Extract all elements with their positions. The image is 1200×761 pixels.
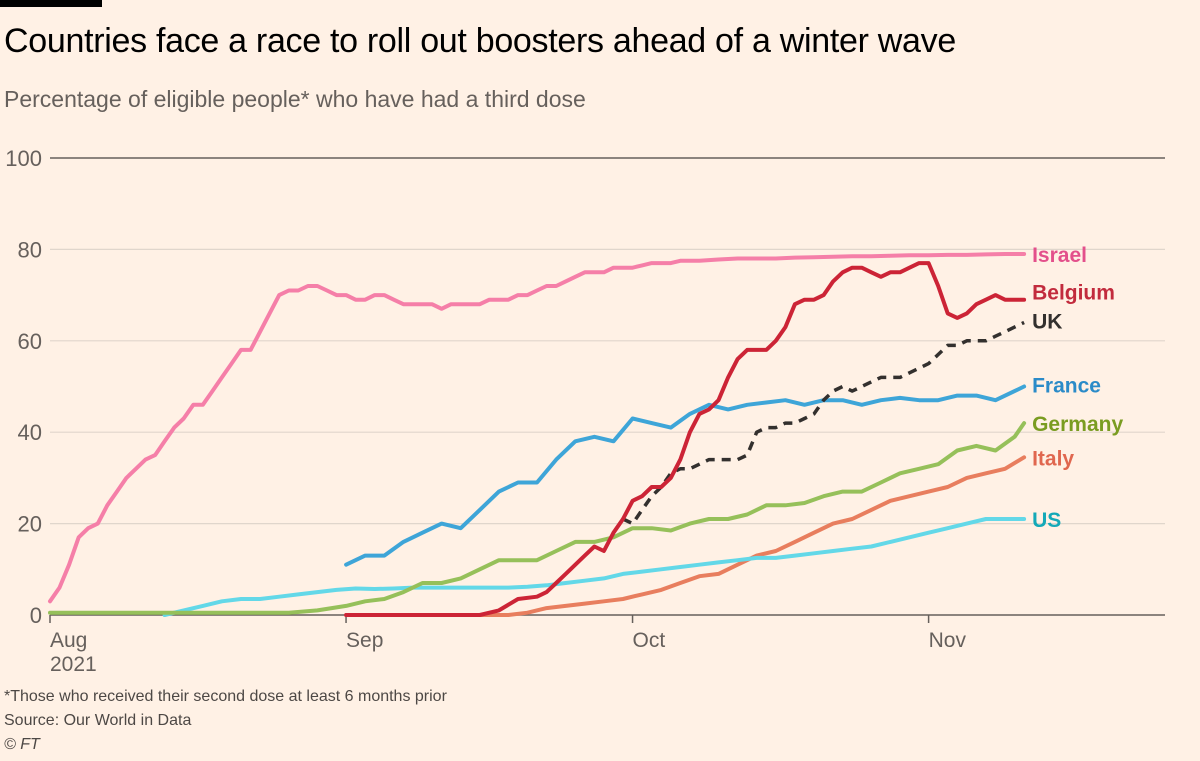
chart-subtitle: Percentage of eligible people* who have … [4, 86, 586, 112]
series-lines [48, 252, 1027, 617]
series-label-israel: Israel [1032, 244, 1087, 267]
x-tick-label: Nov [929, 629, 967, 652]
x-tick-label: Aug [50, 629, 87, 652]
series-line-uk [622, 320, 1025, 526]
copyright: © FT [4, 736, 40, 753]
brand-bar [0, 0, 102, 7]
y-tick-label: 20 [18, 512, 42, 537]
series-label-uk: UK [1032, 311, 1062, 334]
series-line-france [344, 384, 1027, 567]
series-label-us: US [1032, 509, 1061, 532]
y-tick-label: 40 [18, 420, 42, 445]
x-tick-label: Sep [346, 629, 383, 652]
y-tick-label: 0 [30, 603, 42, 628]
series-line-belgium [344, 261, 1027, 617]
chart-title: Countries face a race to roll out booste… [4, 22, 956, 60]
series-labels: Italy US Germany France UK Belgium Israel [1032, 244, 1123, 532]
series-label-italy: Italy [1032, 447, 1074, 470]
series-line-israel [48, 252, 1027, 604]
series-label-france: France [1032, 375, 1101, 398]
y-axis: 0 20 40 60 80 100 [5, 146, 42, 628]
source-note: Source: Our World in Data [4, 712, 192, 729]
y-tick-label: 60 [18, 329, 42, 354]
x-tick-sublabel: 2021 [50, 653, 97, 676]
y-tick-label: 80 [18, 237, 42, 262]
y-tick-label: 100 [5, 146, 42, 171]
x-tick-label: Oct [633, 629, 666, 652]
footnote: *Those who received their second dose at… [4, 688, 447, 705]
series-line-us [162, 517, 1027, 617]
series-label-germany: Germany [1032, 413, 1123, 436]
series-line-germany [48, 421, 1027, 615]
series-label-belgium: Belgium [1032, 282, 1115, 305]
